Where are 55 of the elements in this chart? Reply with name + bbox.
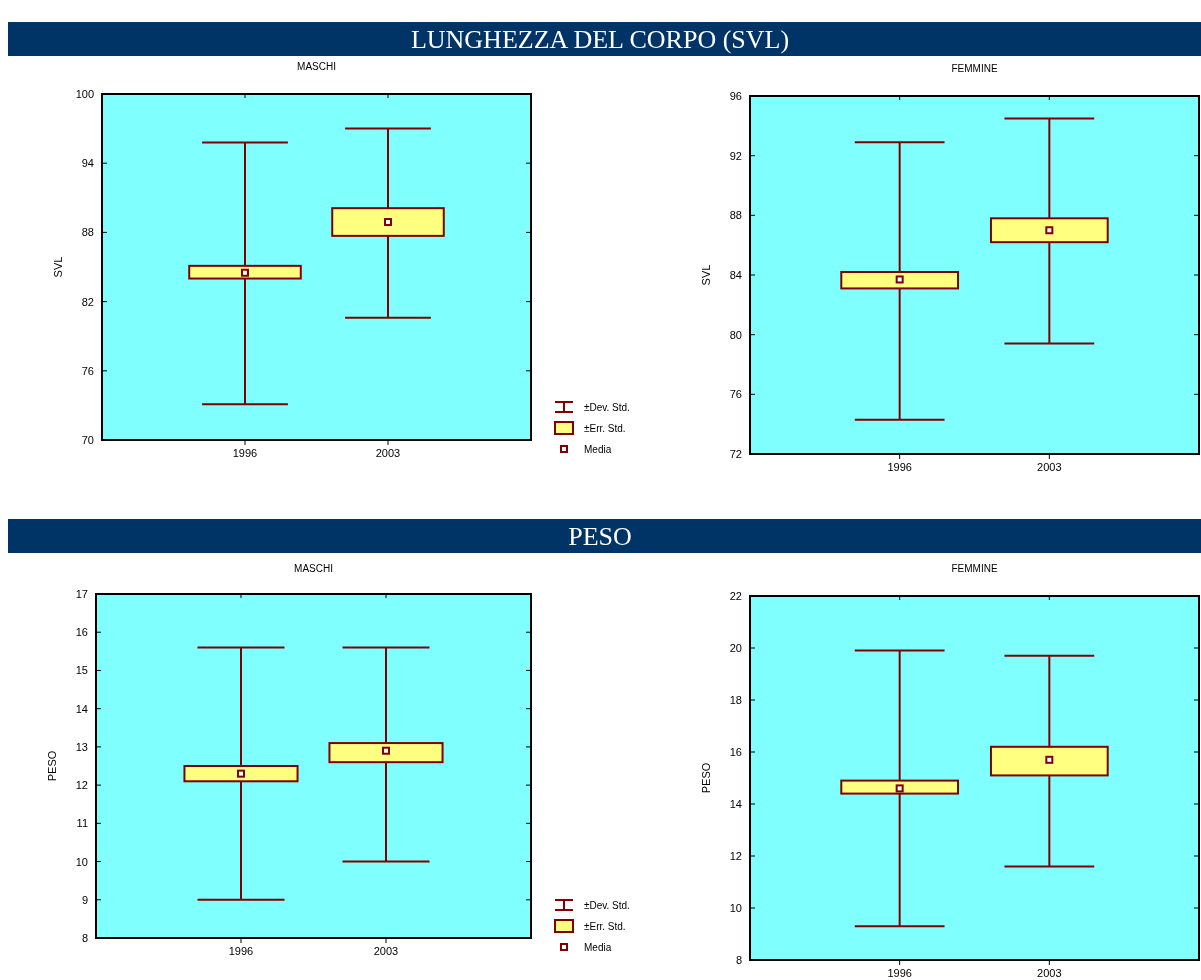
x-tick-label: 1996 (887, 461, 912, 473)
text: ±Dev. Std. (584, 402, 630, 413)
y-tick-label: 76 (729, 388, 742, 401)
y-tick-label: 14 (75, 702, 88, 715)
chart-subtitle: PESO (568, 522, 632, 551)
y-tick-label: 10 (75, 855, 88, 868)
y-axis-title: PESO (46, 750, 58, 782)
y-tick-label: 12 (729, 850, 742, 862)
x-tick-label: 2003 (375, 447, 401, 459)
text: LUNGHEZZA DEL CORPO (SVL) (410, 25, 790, 54)
y-tick-label: 100 (75, 88, 94, 100)
x-tick-label: 1996 (232, 447, 258, 459)
y-tick-label: 10 (729, 902, 742, 914)
text: ±Err. Std. (584, 921, 626, 932)
y-tick-label: 22 (729, 590, 742, 602)
y-tick-label: 8 (81, 932, 88, 944)
y-axis-title: SVL (52, 256, 64, 278)
y-tick-label: 72 (729, 448, 742, 460)
y-tick-label: 92 (729, 149, 742, 162)
x-tick-label: 2003 (373, 945, 399, 957)
y-tick-label: 17 (75, 588, 88, 600)
y-tick-label: 12 (75, 779, 88, 792)
y-tick-label: 15 (75, 664, 88, 677)
text: ±Dev. Std. (584, 900, 630, 911)
y-axis-title: PESO (700, 762, 712, 794)
y-tick-label: 8 (735, 954, 742, 966)
chart-title: FEMMINE (951, 63, 998, 74)
x-tick-label: 1996 (228, 945, 254, 957)
y-axis-title: SVL (700, 264, 712, 286)
y-tick-label: 94 (81, 157, 94, 170)
y-tick-label: 18 (729, 694, 742, 706)
x-tick-label: 1996 (887, 967, 912, 979)
y-tick-label: 88 (81, 226, 94, 239)
y-tick-label: 11 (76, 817, 88, 830)
y-tick-label: 80 (729, 328, 742, 341)
y-tick-label: 76 (81, 364, 94, 377)
text: Media (584, 942, 612, 953)
y-tick-label: 70 (81, 434, 94, 446)
y-tick-label: 16 (729, 746, 742, 758)
y-tick-label: 88 (729, 209, 742, 222)
y-tick-label: 20 (729, 642, 742, 654)
y-tick-label: 84 (729, 269, 742, 281)
y-tick-label: 16 (75, 626, 88, 639)
text: ±Err. Std. (584, 423, 626, 434)
y-tick-label: 13 (75, 740, 88, 753)
chart-title: MASCHI (297, 61, 336, 72)
chart-title: MASCHI (294, 563, 333, 574)
x-tick-label: 2003 (1037, 461, 1062, 473)
chart-title: FEMMINE (951, 563, 998, 574)
x-tick-label: 2003 (1037, 967, 1062, 979)
y-tick-label: 96 (729, 90, 742, 102)
y-tick-label: 9 (81, 893, 88, 906)
y-tick-label: 82 (81, 295, 94, 308)
y-tick-label: 14 (729, 798, 742, 810)
text: Media (584, 444, 612, 455)
